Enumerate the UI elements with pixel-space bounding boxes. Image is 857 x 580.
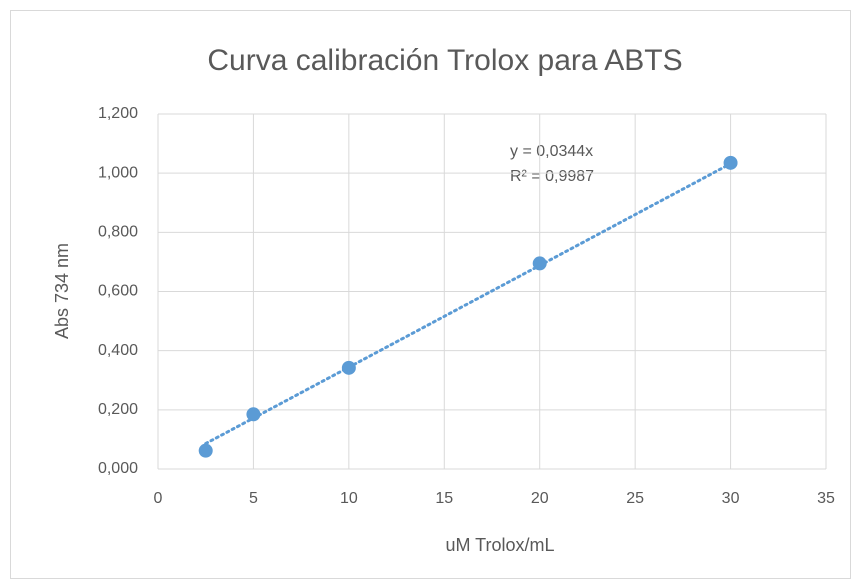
x-tick-label: 0	[154, 490, 163, 507]
y-axis-label: Abs 734 nm	[52, 243, 72, 339]
x-axis-label: uM Trolox/mL	[445, 535, 554, 555]
trendline	[204, 162, 733, 446]
y-tick-label: 0,600	[98, 283, 138, 300]
chart-title: Curva calibración Trolox para ABTS	[207, 44, 682, 77]
x-tick-label: 35	[817, 490, 835, 507]
equation: y = 0,0344x	[510, 143, 593, 160]
y-tick-label: 1,200	[98, 105, 138, 122]
point	[341, 360, 356, 375]
x-tick-label: 10	[340, 490, 358, 507]
point	[532, 256, 547, 271]
x-tick-label: 25	[626, 490, 644, 507]
y-tick-label: 0,000	[98, 460, 138, 477]
x-tick-label: 20	[531, 490, 549, 507]
point	[723, 155, 738, 170]
point	[198, 443, 213, 458]
y-tick-label: 0,400	[98, 342, 138, 359]
chart-border	[10, 10, 851, 579]
y-tick-label: 0,200	[98, 401, 138, 418]
point	[246, 407, 261, 422]
x-tick-label: 15	[435, 490, 453, 507]
x-tick-label: 5	[249, 490, 258, 507]
y-tick-label: 0,800	[98, 224, 138, 241]
r-squared: R² = 0,9987	[510, 168, 594, 185]
y-tick-label: 1,000	[98, 164, 138, 181]
x-tick-label: 30	[722, 490, 740, 507]
